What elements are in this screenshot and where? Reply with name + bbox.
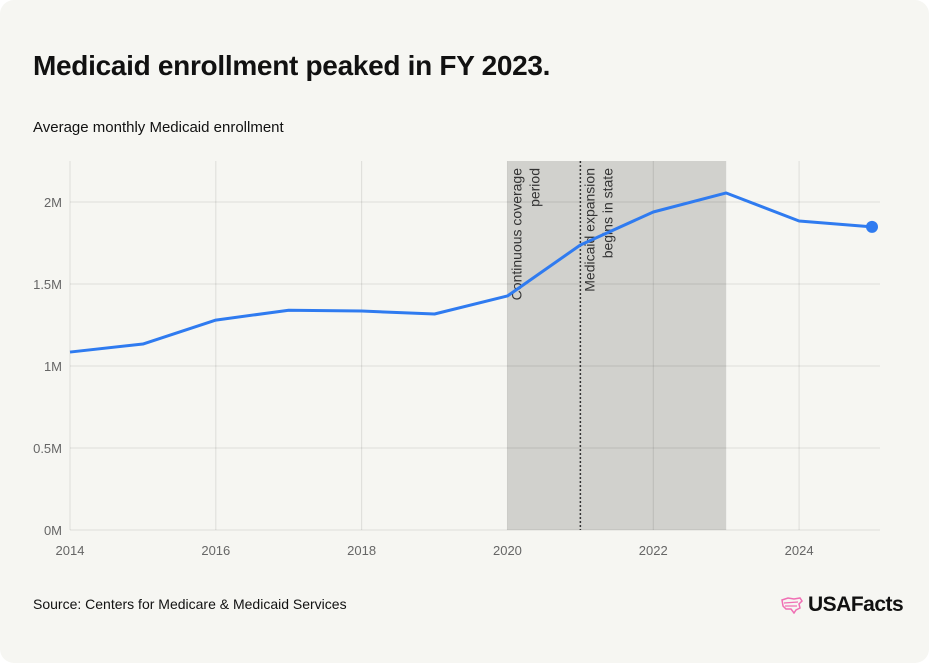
enrollment-line: [69, 191, 873, 354]
usa-map-icon: [781, 597, 803, 614]
x-tick-label: 2018: [347, 543, 376, 558]
x-tick-label: 2016: [201, 543, 230, 558]
x-tick-label: 2022: [639, 543, 668, 558]
x-tick-label: 2024: [785, 543, 814, 558]
x-tick-label: 2020: [493, 543, 522, 558]
chart-title: Medicaid enrollment peaked in FY 2023.: [33, 50, 551, 81]
y-tick-label: 0.5M: [33, 441, 62, 456]
expansion-line-label: begins in state: [599, 168, 615, 258]
usafacts-logo: USAFacts: [780, 593, 904, 617]
source-note: Source: Centers for Medicare & Medicaid …: [33, 596, 347, 612]
y-tick-label: 2M: [44, 195, 62, 210]
shaded-region: [507, 161, 727, 530]
y-tick-label: 1.5M: [33, 277, 62, 292]
x-tick-label: 2014: [56, 543, 85, 558]
shaded-region-label: Continuous coverage: [508, 168, 524, 301]
y-tick-label: 1M: [44, 359, 62, 374]
logo-text: USAFacts: [808, 593, 904, 616]
data-point: [866, 220, 878, 233]
shaded-region-label: period: [526, 168, 542, 207]
chart-subtitle: Average monthly Medicaid enrollment: [33, 119, 284, 136]
y-tick-label: 0M: [44, 523, 62, 538]
expansion-line-label: Medicaid expansion: [581, 168, 597, 292]
